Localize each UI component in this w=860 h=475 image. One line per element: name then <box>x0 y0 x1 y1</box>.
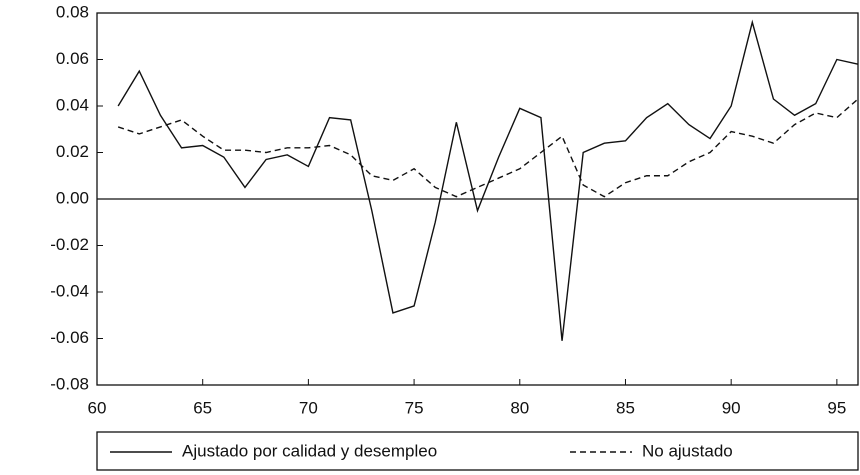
x-tick-label: 70 <box>299 398 318 417</box>
x-tick-label: 90 <box>722 398 741 417</box>
y-tick-label: 0.04 <box>56 95 89 114</box>
y-tick-label: -0.08 <box>50 374 89 393</box>
x-tick-label: 95 <box>827 398 846 417</box>
x-tick-label: 80 <box>510 398 529 417</box>
legend-label: Ajustado por calidad y desempleo <box>182 441 437 460</box>
y-tick-label: 0.08 <box>56 2 89 21</box>
x-tick-label: 60 <box>88 398 107 417</box>
data-line <box>117 19 859 341</box>
y-tick-label: 0.06 <box>56 49 89 68</box>
x-tick-label: 85 <box>616 398 635 417</box>
y-tick-label: 0.00 <box>56 188 89 207</box>
x-tick-label: 75 <box>405 398 424 417</box>
y-tick-label: -0.06 <box>50 328 89 347</box>
legend-box <box>96 431 859 471</box>
data-line <box>117 98 859 198</box>
x-tick-label: 65 <box>193 398 212 417</box>
y-tick-label: 0.02 <box>56 142 89 161</box>
legend-label: No ajustado <box>642 441 733 460</box>
y-tick-label: -0.04 <box>50 281 89 300</box>
y-tick-label: -0.02 <box>50 235 89 254</box>
